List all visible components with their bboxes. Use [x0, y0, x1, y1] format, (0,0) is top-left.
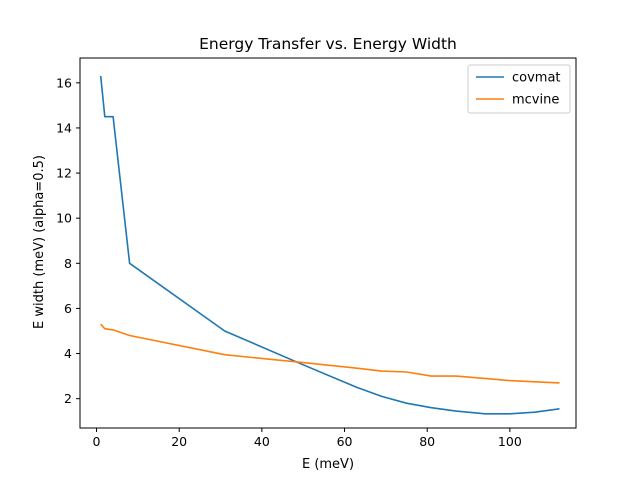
y-tick-label: 4	[64, 346, 72, 361]
y-axis-label: E width (meV) (alpha=0.5)	[32, 155, 47, 329]
y-tick-label: 14	[56, 120, 72, 135]
legend-label-mcvine: mcvine	[512, 93, 559, 108]
y-axis: 2 4 6 8 10 12 14 16	[56, 75, 80, 406]
x-tick-label: 0	[93, 434, 101, 449]
x-tick-label: 80	[419, 434, 435, 449]
legend: covmat mcvine	[467, 64, 571, 114]
legend-label-covmat: covmat	[512, 71, 561, 86]
x-tick-label: 40	[254, 434, 270, 449]
x-axis: 0 20 40 60 80 100	[93, 428, 522, 449]
y-tick-label: 10	[56, 211, 72, 226]
x-axis-label: E (meV)	[302, 457, 354, 472]
y-tick-label: 16	[56, 75, 72, 90]
plot-frame	[79, 57, 577, 429]
y-tick-label: 2	[64, 391, 72, 406]
series-line-mcvine	[100, 323, 560, 384]
x-tick-label: 100	[498, 434, 522, 449]
x-tick-label: 60	[337, 434, 353, 449]
plot-area	[79, 57, 577, 429]
series-line-covmat	[99, 75, 560, 415]
x-tick-label: 20	[171, 434, 187, 449]
y-tick-label: 6	[64, 301, 72, 316]
y-tick-label: 12	[56, 166, 72, 181]
chart-title: Energy Transfer vs. Energy Width	[199, 35, 457, 53]
series-layer	[99, 75, 560, 415]
y-tick-label: 8	[64, 256, 72, 271]
